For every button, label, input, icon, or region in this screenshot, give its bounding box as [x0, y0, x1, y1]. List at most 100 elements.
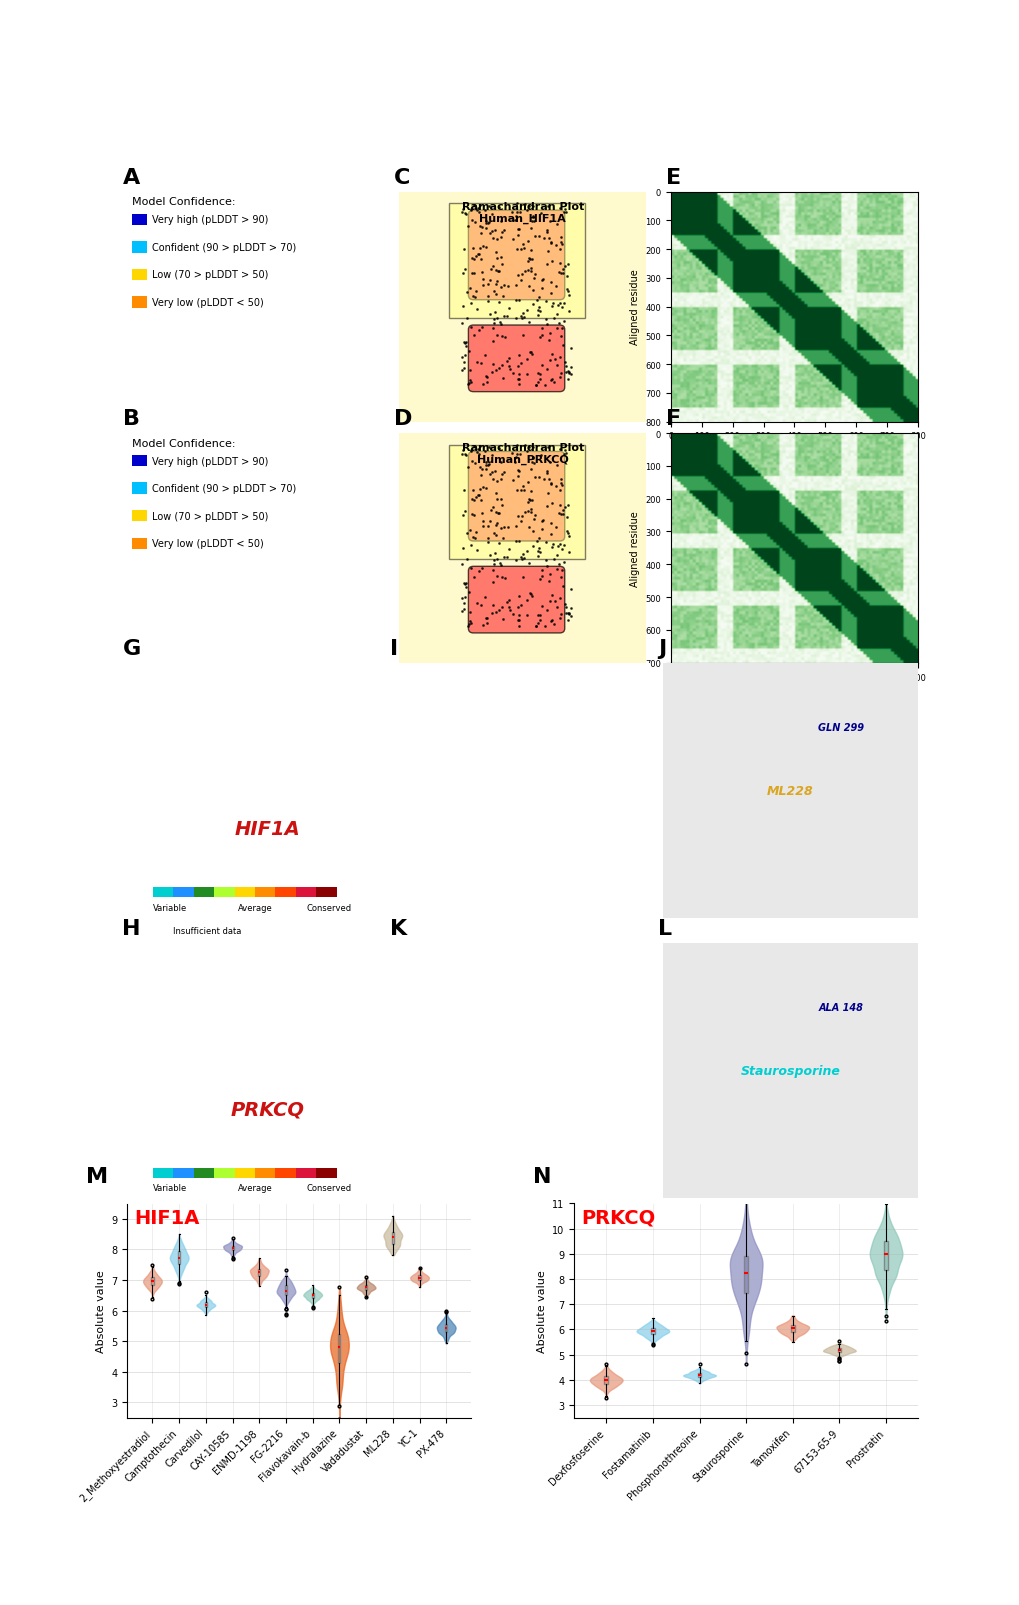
X-axis label: Scored residue: Scored residue	[757, 687, 829, 698]
Y-axis label: Absolute value: Absolute value	[536, 1270, 546, 1351]
Text: Low (70 > pLDDT > 50): Low (70 > pLDDT > 50)	[152, 512, 268, 522]
PathPatch shape	[837, 1348, 841, 1353]
FancyBboxPatch shape	[132, 242, 147, 254]
Y-axis label: Aligned residue: Aligned residue	[629, 510, 639, 586]
Text: Low (70 > pLDDT > 50): Low (70 > pLDDT > 50)	[152, 270, 268, 281]
Text: Ramachandran Plot
Human_HIF1A: Ramachandran Plot Human_HIF1A	[462, 202, 583, 223]
Text: HIF1A: HIF1A	[234, 820, 301, 838]
Text: Very low (pLDDT < 50): Very low (pLDDT < 50)	[152, 539, 264, 549]
PathPatch shape	[151, 1278, 154, 1286]
Text: Average: Average	[237, 904, 272, 913]
PathPatch shape	[604, 1377, 607, 1385]
Text: I: I	[389, 639, 397, 658]
FancyBboxPatch shape	[132, 215, 147, 226]
Text: K: K	[389, 918, 407, 939]
Text: Insufficient data: Insufficient data	[173, 926, 242, 936]
PathPatch shape	[697, 1372, 701, 1377]
FancyBboxPatch shape	[468, 210, 565, 300]
Text: Model Confidence:: Model Confidence:	[132, 197, 235, 207]
Text: Confident (90 > pLDDT > 70): Confident (90 > pLDDT > 70)	[152, 242, 297, 252]
FancyBboxPatch shape	[275, 1168, 296, 1178]
FancyBboxPatch shape	[173, 1168, 194, 1178]
Text: Conserved: Conserved	[307, 904, 352, 913]
Text: Very low (pLDDT < 50): Very low (pLDDT < 50)	[152, 299, 264, 308]
Text: H: H	[122, 918, 141, 939]
FancyBboxPatch shape	[468, 453, 565, 541]
PathPatch shape	[365, 1286, 367, 1290]
Text: Very high (pLDDT > 90): Very high (pLDDT > 90)	[152, 456, 268, 467]
Text: C: C	[394, 169, 411, 188]
PathPatch shape	[444, 1324, 447, 1332]
FancyBboxPatch shape	[214, 1168, 234, 1178]
FancyBboxPatch shape	[255, 888, 275, 897]
Text: Model Confidence:: Model Confidence:	[132, 438, 235, 448]
Text: PRKCQ: PRKCQ	[230, 1099, 305, 1119]
Text: ALA 148: ALA 148	[818, 1003, 863, 1013]
FancyBboxPatch shape	[132, 510, 147, 522]
FancyBboxPatch shape	[296, 888, 316, 897]
FancyBboxPatch shape	[132, 297, 147, 308]
PathPatch shape	[790, 1326, 794, 1332]
X-axis label: Scored residue: Scored residue	[757, 446, 829, 456]
PathPatch shape	[650, 1327, 654, 1334]
FancyBboxPatch shape	[153, 1205, 168, 1217]
Text: Confident (90 > pLDDT > 70): Confident (90 > pLDDT > 70)	[152, 483, 297, 494]
Text: Conserved: Conserved	[307, 1184, 352, 1193]
Text: A: A	[122, 169, 140, 188]
PathPatch shape	[258, 1270, 260, 1276]
FancyBboxPatch shape	[194, 888, 214, 897]
Text: E: E	[665, 169, 681, 188]
FancyBboxPatch shape	[316, 888, 336, 897]
PathPatch shape	[205, 1302, 207, 1308]
PathPatch shape	[231, 1245, 233, 1250]
Text: Ramachandran Plot
Human_PRKCQ: Ramachandran Plot Human_PRKCQ	[462, 443, 583, 465]
FancyBboxPatch shape	[194, 1168, 214, 1178]
PathPatch shape	[338, 1335, 340, 1363]
FancyBboxPatch shape	[153, 1168, 173, 1178]
Text: GLN 299: GLN 299	[817, 722, 864, 732]
Text: J: J	[657, 639, 665, 658]
Text: ML228: ML228	[766, 785, 813, 798]
PathPatch shape	[178, 1252, 180, 1265]
FancyBboxPatch shape	[132, 456, 147, 467]
Text: G: G	[122, 639, 141, 658]
PathPatch shape	[312, 1292, 314, 1298]
FancyBboxPatch shape	[316, 1168, 336, 1178]
FancyBboxPatch shape	[234, 1168, 255, 1178]
Text: Average: Average	[237, 1184, 272, 1193]
Text: F: F	[665, 409, 681, 429]
Text: N: N	[533, 1167, 551, 1186]
Text: Insufficient data: Insufficient data	[173, 1207, 242, 1215]
FancyBboxPatch shape	[448, 445, 584, 560]
Text: HIF1A: HIF1A	[135, 1209, 200, 1226]
Text: Staurosporine: Staurosporine	[740, 1064, 840, 1077]
FancyBboxPatch shape	[448, 204, 584, 319]
FancyBboxPatch shape	[132, 538, 147, 551]
Text: PRKCQ: PRKCQ	[581, 1209, 655, 1226]
FancyBboxPatch shape	[468, 326, 565, 392]
Text: L: L	[657, 918, 672, 939]
FancyBboxPatch shape	[132, 483, 147, 494]
PathPatch shape	[744, 1257, 747, 1294]
FancyBboxPatch shape	[296, 1168, 316, 1178]
Y-axis label: Aligned residue: Aligned residue	[629, 270, 639, 345]
Text: Variable: Variable	[153, 1184, 187, 1193]
Text: M: M	[87, 1167, 108, 1186]
Text: Very high (pLDDT > 90): Very high (pLDDT > 90)	[152, 215, 268, 225]
FancyBboxPatch shape	[255, 1168, 275, 1178]
Text: Variable: Variable	[153, 904, 187, 913]
Text: B: B	[122, 409, 140, 429]
FancyBboxPatch shape	[275, 888, 296, 897]
FancyBboxPatch shape	[173, 888, 194, 897]
PathPatch shape	[418, 1276, 420, 1281]
PathPatch shape	[391, 1233, 393, 1244]
FancyBboxPatch shape	[132, 270, 147, 281]
Text: D: D	[394, 409, 413, 429]
FancyBboxPatch shape	[153, 926, 168, 936]
PathPatch shape	[284, 1286, 286, 1295]
Y-axis label: Absolute value: Absolute value	[96, 1270, 106, 1351]
FancyBboxPatch shape	[153, 888, 173, 897]
FancyBboxPatch shape	[468, 567, 565, 634]
FancyBboxPatch shape	[234, 888, 255, 897]
FancyBboxPatch shape	[214, 888, 234, 897]
